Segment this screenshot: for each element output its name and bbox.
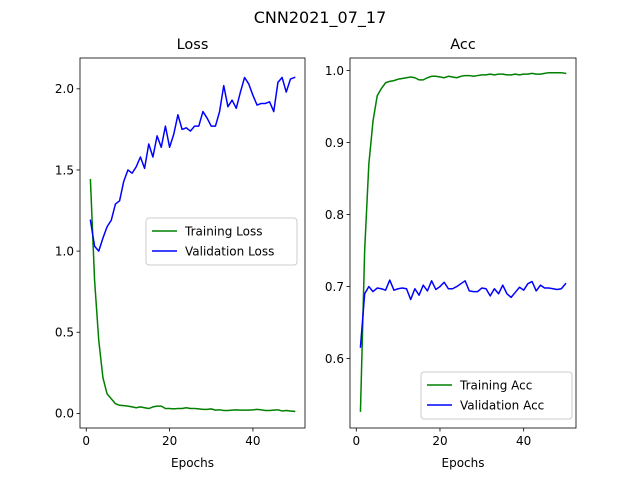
acc-legend: Training Acc Validation Acc xyxy=(420,371,573,420)
loss-plot-frame xyxy=(79,57,306,429)
acc-x-tick-label: 40 xyxy=(516,434,531,448)
loss-legend-label-validation-loss: Validation Loss xyxy=(185,245,274,259)
loss-legend-label-training-loss: Training Loss xyxy=(184,225,262,239)
loss-chart-title: Loss xyxy=(177,37,209,53)
loss-y-tick-label: 0.0 xyxy=(55,407,74,421)
acc-y-tick-label: 0.9 xyxy=(325,136,344,150)
loss-x-tick-label: 20 xyxy=(162,434,177,448)
loss-y-tick-label: 2.0 xyxy=(55,82,74,96)
acc-y-tick-label: 1.0 xyxy=(325,64,344,78)
loss-legend-box xyxy=(145,217,298,266)
acc-chart: 0 20 40 0.6 0.7 0.8 0.9 1.0 Acc Epochs Training Ac… xyxy=(325,37,577,470)
loss-series-validation-loss-line xyxy=(89,76,296,252)
acc-series-validation-acc-line xyxy=(359,279,567,348)
acc-legend-label-training-acc: Training Acc xyxy=(459,379,532,393)
loss-x-tick-label: 40 xyxy=(245,434,260,448)
acc-series-training-acc-line xyxy=(359,71,567,412)
acc-x-tick-label: 0 xyxy=(352,434,360,448)
acc-x-axis-label: Epochs xyxy=(442,456,485,470)
acc-x-tick-label: 20 xyxy=(432,434,447,448)
loss-y-tick-label: 0.5 xyxy=(55,326,74,340)
acc-chart-title: Acc xyxy=(450,37,476,53)
figure-title: CNN2021_07_17 xyxy=(254,8,387,28)
acc-y-tick-label: 0.7 xyxy=(325,280,344,294)
loss-series-training-loss-line xyxy=(89,178,296,413)
acc-plot-frame xyxy=(349,57,577,429)
loss-x-axis-label: Epochs xyxy=(171,456,214,470)
acc-y-tick-label: 0.6 xyxy=(325,352,344,366)
loss-y-tick-label: 1.0 xyxy=(55,244,74,258)
loss-y-tick-label: 1.5 xyxy=(55,163,74,177)
loss-chart: 0 20 40 0.0 0.5 1.0 1.5 2.0 Loss Epochs Training L… xyxy=(55,37,306,470)
acc-legend-label-validation-acc: Validation Acc xyxy=(460,399,544,413)
acc-legend-box xyxy=(420,371,573,420)
loss-legend: Training Loss Validation Loss xyxy=(145,217,298,266)
loss-x-tick-label: 0 xyxy=(82,434,90,448)
acc-y-tick-label: 0.8 xyxy=(325,208,344,222)
